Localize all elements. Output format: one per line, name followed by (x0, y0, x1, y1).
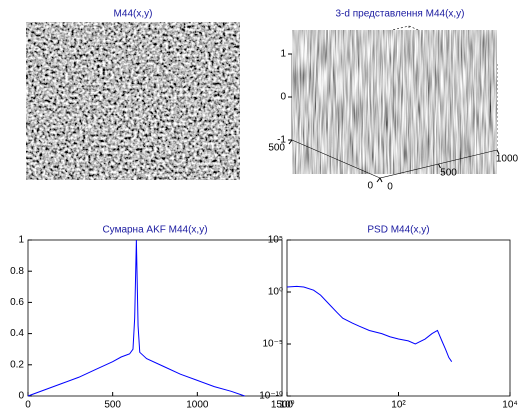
x-tick-label: 500 (440, 168, 457, 179)
x-tick-label: 500 (104, 400, 121, 411)
x-tick-label: 10⁰ (279, 400, 294, 411)
z-tick-label: -1 (277, 135, 286, 146)
chart-title: Сумарна AKF M44(x,y) (102, 225, 207, 236)
axes-box (27, 239, 283, 397)
y-tick-label: 1 (18, 235, 24, 246)
x-tick-label: 0 (387, 182, 393, 193)
z-tick-label: 0 (280, 92, 286, 103)
x-tick-label: 1000 (496, 154, 519, 165)
y-tick-label: 0.2 (10, 359, 24, 370)
chart-title: 3-d представлення M44(x,y) (335, 9, 464, 20)
y-tick-label: 0.4 (10, 328, 24, 339)
box-edge (291, 139, 381, 179)
chart-title: M44(x,y) (114, 9, 153, 20)
y-tick-label: 0 (367, 181, 373, 192)
y-tick (376, 177, 381, 183)
y-tick-label: 10⁻¹⁰ (259, 391, 283, 402)
y-tick-label: 10⁰ (268, 287, 283, 298)
box-edge (291, 25, 410, 55)
z-tick-label: 1 (280, 49, 286, 60)
x-tick-label: 10² (391, 400, 406, 411)
x-tick (438, 163, 441, 169)
y-tick (288, 139, 293, 145)
y-tick-label: 0 (18, 391, 24, 402)
x-tick-label: 1500 (271, 400, 294, 411)
chart-title: PSD M44(x,y) (367, 225, 429, 236)
y-tick-label: 500 (268, 143, 285, 154)
x-tick (379, 177, 383, 183)
line (286, 285, 453, 362)
x-tick-label: 0 (25, 400, 31, 411)
line (27, 239, 245, 397)
x-tick-label: 1000 (186, 400, 209, 411)
surface (292, 30, 497, 174)
y-tick-label: 0.8 (10, 266, 24, 277)
y-tick-label: 0.6 (10, 297, 24, 308)
axes-box (286, 239, 511, 397)
y-tick-label: 10⁵ (268, 235, 283, 246)
noise-image (26, 22, 240, 180)
y-tick-label: 10⁻⁵ (262, 339, 283, 350)
x-tick (496, 149, 500, 155)
x-tick-label: 10⁴ (502, 400, 517, 411)
